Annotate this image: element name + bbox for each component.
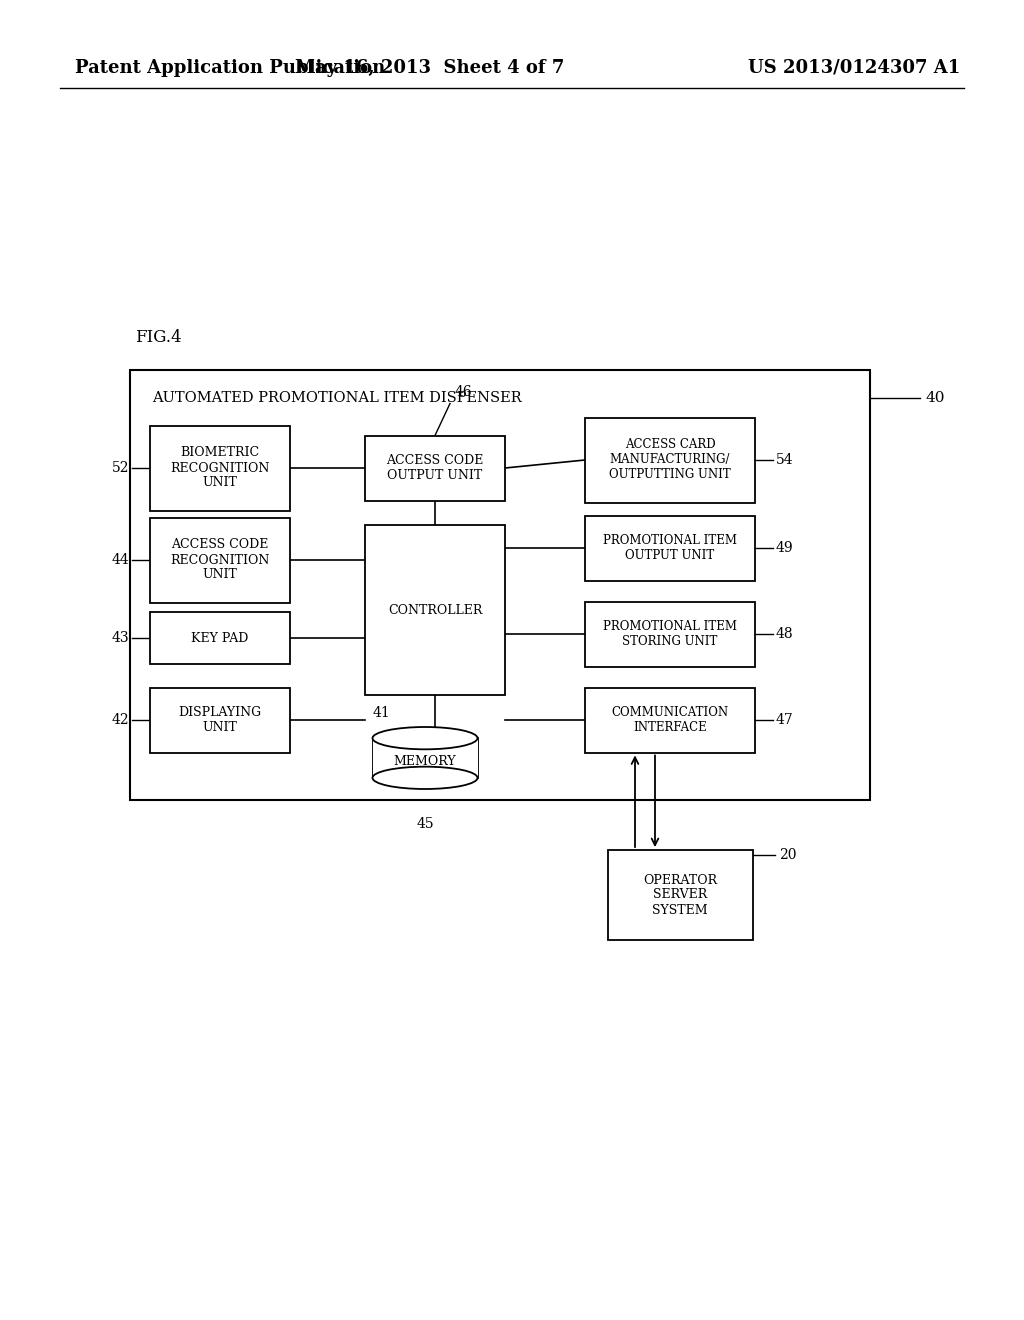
Bar xyxy=(150,517,290,602)
Text: 44: 44 xyxy=(112,553,129,568)
Text: 45: 45 xyxy=(416,817,434,832)
Text: 20: 20 xyxy=(779,847,797,862)
Bar xyxy=(607,850,753,940)
Bar xyxy=(365,525,505,696)
Bar xyxy=(585,516,755,581)
Text: ACCESS CODE
RECOGNITION
UNIT: ACCESS CODE RECOGNITION UNIT xyxy=(170,539,269,582)
Text: PROMOTIONAL ITEM
OUTPUT UNIT: PROMOTIONAL ITEM OUTPUT UNIT xyxy=(603,535,737,562)
Text: 46: 46 xyxy=(455,384,473,399)
Bar xyxy=(150,612,290,664)
Text: ACCESS CARD
MANUFACTURING/
OUTPUTTING UNIT: ACCESS CARD MANUFACTURING/ OUTPUTTING UN… xyxy=(609,438,731,482)
Text: May 16, 2013  Sheet 4 of 7: May 16, 2013 Sheet 4 of 7 xyxy=(295,59,564,77)
Bar xyxy=(585,602,755,667)
Text: BIOMETRIC
RECOGNITION
UNIT: BIOMETRIC RECOGNITION UNIT xyxy=(170,446,269,490)
Text: 40: 40 xyxy=(925,391,944,405)
Text: PROMOTIONAL ITEM
STORING UNIT: PROMOTIONAL ITEM STORING UNIT xyxy=(603,620,737,648)
Text: 54: 54 xyxy=(776,453,794,467)
Text: KEY PAD: KEY PAD xyxy=(191,631,249,644)
Text: FIG.4: FIG.4 xyxy=(135,330,181,346)
Bar xyxy=(365,436,505,500)
Ellipse shape xyxy=(373,727,477,750)
Text: US 2013/0124307 A1: US 2013/0124307 A1 xyxy=(748,59,961,77)
Text: AUTOMATED PROMOTIONAL ITEM DISPENSER: AUTOMATED PROMOTIONAL ITEM DISPENSER xyxy=(152,391,521,405)
Bar xyxy=(585,688,755,752)
Bar xyxy=(130,370,870,800)
Bar xyxy=(585,417,755,503)
Text: 52: 52 xyxy=(112,461,129,475)
Text: 47: 47 xyxy=(776,713,794,727)
Text: MEMORY: MEMORY xyxy=(393,755,457,768)
Ellipse shape xyxy=(373,727,477,750)
Text: CONTROLLER: CONTROLLER xyxy=(388,603,482,616)
Bar xyxy=(150,688,290,752)
Text: 48: 48 xyxy=(776,627,794,642)
Text: 49: 49 xyxy=(776,541,794,554)
Bar xyxy=(150,425,290,511)
Text: 43: 43 xyxy=(112,631,129,645)
Text: COMMUNICATION
INTERFACE: COMMUNICATION INTERFACE xyxy=(611,706,728,734)
Text: ACCESS CODE
OUTPUT UNIT: ACCESS CODE OUTPUT UNIT xyxy=(386,454,483,482)
Text: DISPLAYING
UNIT: DISPLAYING UNIT xyxy=(178,706,261,734)
Text: 42: 42 xyxy=(112,713,129,727)
Text: OPERATOR
SERVER
SYSTEM: OPERATOR SERVER SYSTEM xyxy=(643,874,717,916)
Bar xyxy=(373,738,477,777)
Text: Patent Application Publication: Patent Application Publication xyxy=(75,59,385,77)
Ellipse shape xyxy=(373,767,477,789)
Text: 41: 41 xyxy=(373,706,391,719)
